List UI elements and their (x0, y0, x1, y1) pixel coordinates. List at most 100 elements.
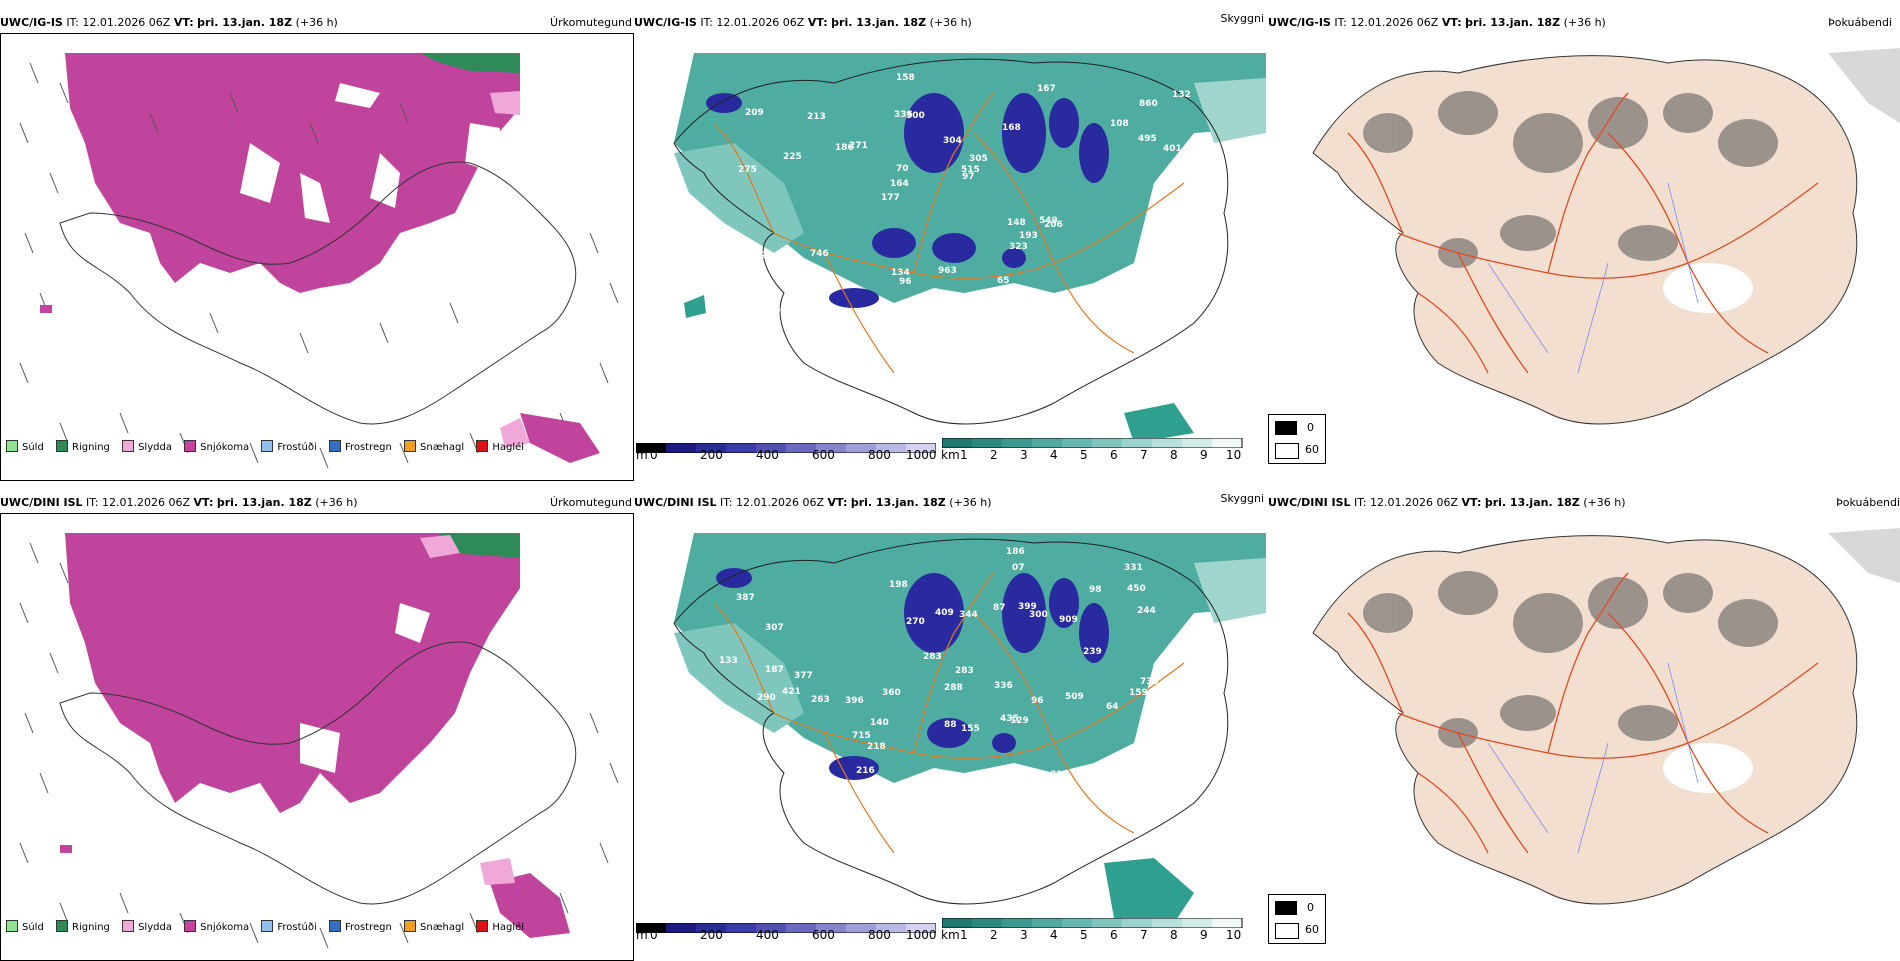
height-label: 196 (1082, 779, 1101, 789)
height-label: 158 (896, 73, 915, 83)
height-label: 97 (962, 172, 975, 182)
height-label: 387 (736, 593, 755, 603)
visibility-map (673, 533, 1266, 923)
height-tick: 1000 (906, 448, 937, 462)
visibility-tick: 2 (990, 448, 998, 462)
legend-swatch (184, 920, 197, 932)
height-label: 232 (1125, 274, 1144, 284)
height-label: 375 (946, 316, 965, 326)
height-label: 244 (1137, 606, 1156, 616)
height-label: 739 (1140, 677, 1159, 687)
legend-swatch (6, 440, 18, 452)
height-label: 159 (1129, 688, 1148, 698)
legend-item: Rigning (56, 440, 110, 455)
fog-label-60: 60 (1305, 923, 1319, 936)
visibility-tick: 10 (1226, 448, 1242, 462)
height-label: 421 (782, 687, 801, 697)
height-label: 162 (1183, 157, 1202, 167)
road-network (1347, 92, 1819, 374)
height-label: 204 (756, 772, 775, 782)
height-label: 360 (882, 688, 901, 698)
legend-swatch (328, 440, 341, 452)
panel-title: Skyggni (1220, 492, 1264, 505)
mountain-cells (716, 568, 1109, 780)
height-label: 909 (1059, 615, 1078, 625)
legend-item: Slydda (122, 440, 172, 455)
height-label: 435 (1000, 714, 1019, 724)
init-time: 12.01.2026 06Z (82, 16, 171, 29)
height-label: 98 (1089, 585, 1102, 595)
height-label: 140 (870, 718, 889, 728)
model-name: UWC/DINI ISL (634, 496, 717, 509)
height-tick: 600 (812, 448, 835, 462)
fog-label-0: 0 (1307, 901, 1314, 914)
height-colorbar: m 0 200 400 600 800 1000 (635, 918, 937, 942)
vt-label: VT: (1441, 16, 1462, 29)
fog-swatch-white (1275, 443, 1299, 459)
fog-swatch-black (1275, 901, 1297, 915)
lead-time: (+36 h) (295, 16, 338, 29)
vt-label: VT: (193, 496, 214, 509)
legend-item: Slydda (122, 920, 172, 935)
precip-type-legend: Súld Rigning Slydda Snjókoma Frostúði Fr… (6, 440, 533, 455)
legend-item: Frostúði (261, 920, 317, 935)
lead-time: (+36 h) (1563, 16, 1606, 29)
height-label: 991 (1136, 751, 1155, 761)
height-tick: 0 (650, 928, 658, 942)
visibility-tick: 7 (1140, 928, 1148, 942)
panel-visibility-igis: UWC/IG-IS IT: 12.01.2026 06Z VT: þri. 13… (634, 12, 1326, 465)
panel-title: Þokuábendi (1828, 16, 1892, 29)
height-label: 33 (1131, 302, 1144, 312)
height-label: 323 (1009, 242, 1028, 252)
height-label: 96 (1031, 696, 1044, 706)
height-label: 148 (1007, 218, 1026, 228)
visibility-map (673, 53, 1266, 443)
it-label: IT: (86, 496, 99, 509)
height-label: 963 (938, 266, 957, 276)
height-label: 336 (894, 110, 913, 120)
panel-header: UWC/DINI ISL IT: 12.01.2026 06Z VT: þri.… (634, 492, 1266, 511)
height-label: 132 (1172, 90, 1191, 100)
init-time: 12.01.2026 06Z (716, 16, 805, 29)
visibility-tick: 6 (1110, 448, 1118, 462)
height-label: 213 (807, 112, 826, 122)
visibility-unit: km (941, 448, 960, 462)
height-colorbar-strip (635, 442, 937, 454)
fog-swatch-black (1275, 421, 1297, 435)
legend-swatch (261, 920, 274, 932)
legend-swatch (404, 920, 417, 932)
height-tick: 800 (868, 448, 891, 462)
height-label: 815 (1050, 770, 1069, 780)
height-label: 332 (784, 761, 803, 771)
init-time: 12.01.2026 06Z (1350, 16, 1439, 29)
legend-item: Snæhagl (404, 920, 464, 935)
height-unit: m (636, 448, 648, 462)
height-tick: 800 (868, 928, 891, 942)
fog-map (1312, 48, 1900, 425)
coastline (673, 538, 1229, 905)
height-label: 425 (719, 315, 738, 325)
height-label: 363 (808, 299, 827, 309)
height-label: 270 (906, 617, 925, 627)
panel-title: Úrkomutegund (550, 496, 632, 509)
height-label: 142 (742, 729, 761, 739)
legend-swatch (476, 920, 489, 932)
height-label: 110 (740, 256, 759, 266)
vt-label: VT: (827, 496, 848, 509)
height-label: 396 (845, 696, 864, 706)
height-tick: 200 (700, 928, 723, 942)
visibility-tick: 4 (1050, 448, 1058, 462)
height-label: 307 (765, 623, 784, 633)
valid-time: þri. 13.jan. 18Z (1484, 496, 1580, 509)
panel-header: UWC/IG-IS IT: 12.01.2026 06Z VT: þri. 13… (0, 15, 634, 31)
height-label: 209 (745, 108, 764, 118)
legend-item: Haglél (476, 920, 524, 935)
height-label: 134 (891, 268, 910, 278)
legend-swatch (261, 440, 274, 452)
height-label: 129 (1010, 716, 1029, 726)
visibility-tick: 1 (960, 928, 968, 942)
height-label: 350 (795, 280, 814, 290)
model-name: UWC/DINI ISL (0, 496, 83, 509)
legend-item: Súld (6, 440, 44, 455)
fog-label-60: 60 (1305, 443, 1319, 456)
